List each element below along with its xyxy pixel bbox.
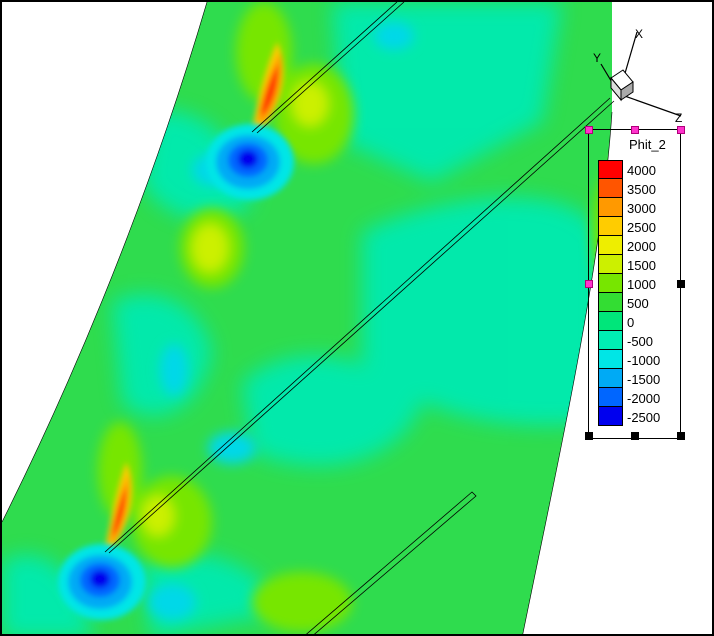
legend-swatch	[598, 312, 623, 331]
legend-swatch	[598, 198, 623, 217]
axis-x-label: X	[635, 27, 643, 41]
legend-level-label: 3000	[627, 201, 656, 216]
axis-z-label: Z	[675, 111, 682, 125]
legend-swatch	[598, 388, 623, 407]
legend-swatch	[598, 274, 623, 293]
legend-resize-handle[interactable]	[631, 126, 639, 134]
legend-level-label: 4000	[627, 163, 656, 178]
legend-resize-handle[interactable]	[677, 432, 685, 440]
legend-swatch	[598, 331, 623, 350]
legend-resize-handle[interactable]	[677, 280, 685, 288]
legend-level-label: -2000	[627, 391, 661, 406]
axis-y-label: Y	[593, 51, 601, 65]
legend-level-label: 3500	[627, 182, 656, 197]
legend-swatch	[598, 293, 623, 312]
legend-swatch	[598, 236, 623, 255]
legend-resize-handle[interactable]	[677, 126, 685, 134]
axis-triad[interactable]: X Y Z	[589, 26, 699, 126]
legend-level-label: 2500	[627, 220, 656, 235]
legend-resize-handle[interactable]	[585, 126, 593, 134]
legend-resize-handle[interactable]	[585, 432, 593, 440]
legend-swatch	[598, 217, 623, 236]
legend-swatch	[598, 350, 623, 369]
legend-swatch	[598, 179, 623, 198]
legend-level-label: 1000	[627, 277, 656, 292]
legend-level-label: -1500	[627, 372, 661, 387]
legend-level-label: 1500	[627, 258, 656, 273]
legend-swatch	[598, 369, 623, 388]
legend-level-label: -500	[627, 334, 654, 349]
legend-level-label: 0	[627, 315, 635, 330]
legend-level-label: 500	[627, 296, 649, 311]
legend-resize-handle[interactable]	[585, 280, 593, 288]
legend-level-label: 2000	[627, 239, 656, 254]
legend-swatch	[598, 160, 623, 179]
legend-title: Phit_2	[629, 137, 666, 152]
legend-swatch	[598, 407, 623, 426]
legend-swatch	[598, 255, 623, 274]
blade-outlines	[104, 2, 615, 634]
legend-level-label: -2500	[627, 410, 661, 425]
legend-resize-handle[interactable]	[631, 432, 639, 440]
legend-level-label: -1000	[627, 353, 661, 368]
contour-legend[interactable]: Phit_2 4000 3500 3000 2500 2000 1500 1000 500 0 -…	[585, 126, 685, 440]
